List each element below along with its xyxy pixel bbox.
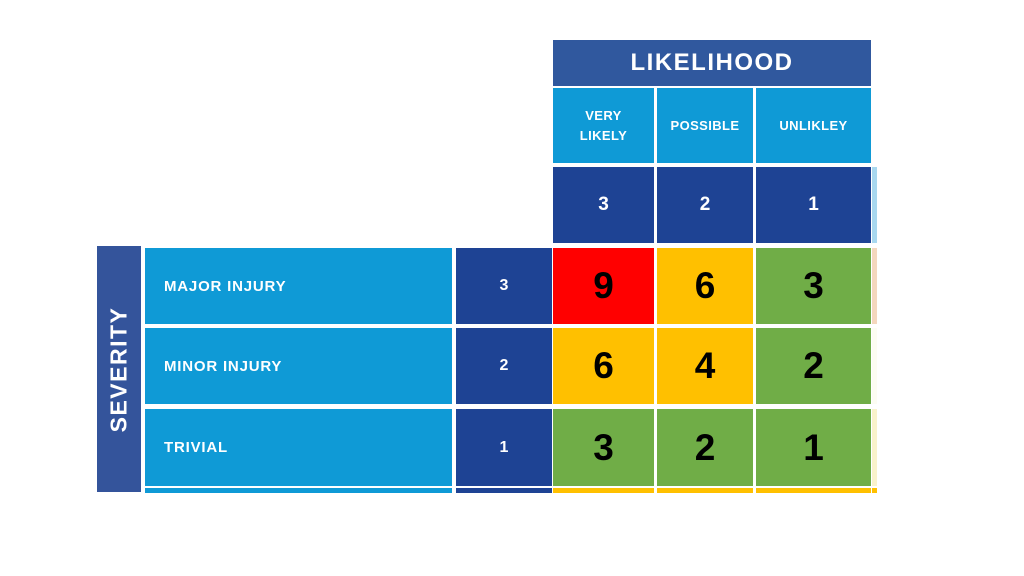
likelihood-level-cell-text: VERY LIKELY (579, 108, 628, 143)
severity-score-cell: 2 (456, 328, 552, 404)
right-edge-sliver-minor-injury (872, 328, 877, 404)
risk-matrix-cell: 4 (657, 328, 753, 404)
right-edge-sliver-scores (872, 167, 877, 243)
likelihood-score-cell: 1 (756, 167, 871, 243)
severity-score-cell-text: 1 (499, 438, 509, 456)
risk-matrix-cell: 3 (756, 248, 871, 324)
risk-matrix-cell: 6 (553, 328, 654, 404)
risk-matrix-cell-text: 9 (593, 265, 614, 306)
cutoff-row-matrix-strip (657, 488, 753, 493)
likelihood-score-cell: 2 (657, 167, 753, 243)
likelihood-level-cell: POSSIBLE (657, 88, 753, 163)
cutoff-row-matrix-strip (553, 488, 654, 493)
risk-matrix-cell: 2 (657, 409, 753, 486)
severity-label-cell-text: TRIVIAL (164, 439, 228, 456)
right-edge-sliver-trivial (872, 409, 877, 486)
likelihood-score-cell-text: 2 (699, 194, 711, 215)
right-edge-sliver-major-injury (872, 248, 877, 324)
severity-axis-title: SEVERITY (105, 306, 132, 432)
likelihood-level-cell-text: UNLIKLEY (779, 117, 848, 133)
severity-label-cell-text: MINOR INJURY (164, 357, 283, 375)
severity-label-cell: MINOR INJURY (145, 328, 452, 404)
right-edge-sliver-bottom (872, 488, 877, 493)
risk-matrix-cell-text: 6 (694, 265, 716, 306)
severity-score-cell-text: 2 (499, 357, 509, 374)
cutoff-row-label-strip (145, 488, 452, 493)
risk-matrix-cell-text: 4 (694, 345, 716, 386)
likelihood-level-cell: UNLIKLEY (756, 88, 871, 163)
risk-matrix-cell: 9 (553, 248, 654, 324)
risk-matrix-cell: 3 (553, 409, 654, 486)
severity-score-cell-text: 3 (499, 277, 509, 294)
severity-axis-header: SEVERITY (97, 246, 141, 492)
cutoff-row-matrix-strip (756, 488, 871, 493)
severity-score-cell: 1 (456, 409, 552, 486)
likelihood-axis-header: LIKELIHOOD (553, 40, 871, 86)
cutoff-row-score-strip (456, 488, 552, 493)
likelihood-axis-title: LIKELIHOOD (630, 49, 794, 76)
severity-label-cell-text: MAJOR INJURY (164, 277, 287, 295)
likelihood-score-cell: 3 (553, 167, 654, 243)
risk-matrix-cell: 2 (756, 328, 871, 404)
severity-label-cell: TRIVIAL (145, 409, 452, 486)
risk-matrix-cell-text: 6 (593, 345, 614, 386)
risk-matrix-cell-text: 1 (803, 426, 824, 468)
risk-matrix-cell: 1 (756, 409, 871, 486)
risk-matrix-cell-text: 2 (803, 345, 824, 386)
risk-matrix-cell-text: 3 (803, 265, 824, 306)
severity-score-cell: 3 (456, 248, 552, 324)
risk-matrix-cell-text: 2 (694, 426, 716, 468)
severity-label-cell: MAJOR INJURY (145, 248, 452, 324)
likelihood-score-cell-text: 3 (598, 194, 609, 215)
risk-matrix-cell-text: 3 (593, 426, 614, 468)
likelihood-level-cell: VERY LIKELY (553, 88, 654, 163)
likelihood-score-cell-text: 1 (808, 194, 819, 215)
risk-matrix-cell: 6 (657, 248, 753, 324)
likelihood-level-cell-text: POSSIBLE (670, 117, 740, 133)
